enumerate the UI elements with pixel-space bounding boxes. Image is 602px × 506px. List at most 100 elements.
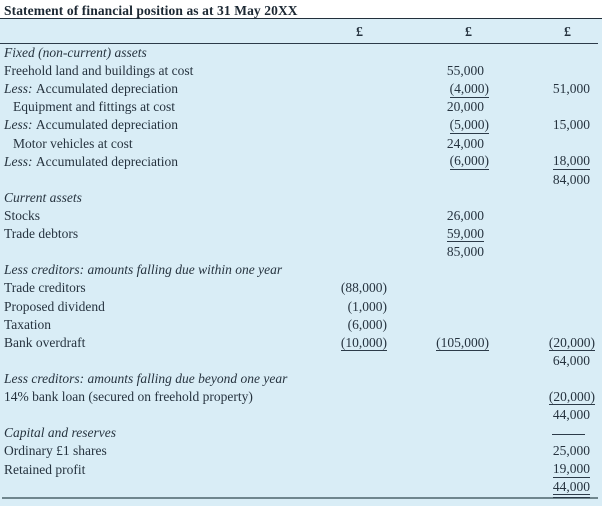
amount-c2: (4,000) (387, 81, 489, 98)
amount-c3: 51,000 (489, 81, 595, 97)
column-header-pound-1: £ (356, 25, 363, 40)
amount-c1: (6,000) (283, 317, 387, 333)
amount-c2: 55,000 (387, 63, 489, 79)
amount-c3: 84,000 (489, 172, 595, 188)
amount-value: 19,000 (552, 461, 590, 478)
column-header-pound-2: £ (465, 25, 472, 40)
amount-c3: 19,000 (489, 461, 595, 478)
amount-value: (88,000) (340, 280, 387, 296)
amount-value: (5,000) (449, 117, 489, 134)
table-row: Less creditors: amounts falling due with… (0, 261, 602, 279)
table-row: Bank overdraft (10,000) (105,000) (20,000) (0, 334, 602, 352)
row-label: Trade creditors (4, 280, 86, 296)
amount-c1: (10,000) (283, 335, 387, 352)
amount-c3: (20,000) (489, 335, 595, 352)
row-label: Less creditors: amounts falling due with… (4, 262, 283, 278)
amount-value: 85,000 (446, 244, 484, 260)
row-label: Bank overdraft (4, 334, 86, 350)
column-headers: £ £ £ (0, 19, 598, 44)
amount-c2: (105,000) (387, 335, 489, 352)
amount-c3: 15,000 (489, 117, 595, 133)
row-label: Capital and reserves (4, 425, 116, 441)
amount-c2: 59,000 (387, 226, 489, 243)
amount-value: (20,000) (548, 388, 595, 406)
amount-value: 26,000 (446, 208, 484, 224)
table-row: Less: Accumulated depreciation (6,000) 18,… (0, 153, 602, 171)
amount-value: 44,000 (552, 407, 590, 423)
amount-c1: (1,000) (283, 299, 387, 315)
page-title: Statement of financial position as at 31… (4, 3, 298, 18)
amount-value: (105,000) (436, 334, 489, 352)
table-row: Proposed dividend (1,000) (0, 298, 602, 316)
amount-value: 59,000 (446, 225, 484, 243)
table-bottom-rule (2, 496, 598, 500)
amount-c3: 18,000 (489, 153, 595, 170)
row-label: Current assets (4, 189, 82, 205)
table-row: Capital and reserves (0, 424, 602, 442)
row-label: Proposed dividend (4, 298, 105, 314)
amount-c3: 44,000 (489, 407, 595, 423)
amount-c3: 64,000 (489, 353, 595, 369)
row-label: Less: Accumulated depreciation (4, 81, 178, 97)
table-row: 44,000 (0, 406, 602, 424)
table-row: 84,000 (0, 171, 602, 189)
amount-value: 64,000 (552, 352, 590, 368)
amount-value: 25,000 (552, 443, 590, 459)
statement-rows: Fixed (non-current) assets Freehold land … (0, 44, 602, 499)
amount-value: 18,000 (552, 153, 590, 170)
table-row: Motor vehicles at cost 24,000 (0, 135, 602, 153)
table-row: Fixed (non-current) assets (0, 44, 602, 62)
table-row: Stocks 26,000 (0, 207, 602, 225)
amount-value: (1,000) (347, 298, 387, 314)
table-row: Trade debtors 59,000 (0, 225, 602, 243)
amount-value: (4,000) (449, 81, 489, 98)
row-label: Trade debtors (4, 226, 79, 242)
row-label: Freehold land and buildings at cost (4, 63, 194, 79)
row-label: Fixed (non-current) assets (4, 45, 147, 61)
column-header-pound-3: £ (564, 25, 571, 40)
amount-c3: 25,000 (489, 443, 595, 459)
amount-value: 84,000 (552, 171, 590, 187)
table-row: Taxation (6,000) (0, 316, 602, 334)
table-row: Less: Accumulated depreciation (4,000) 51,… (0, 80, 602, 98)
row-label: Taxation (4, 316, 52, 332)
amount-c2: (5,000) (387, 117, 489, 134)
amount-value: 24,000 (446, 135, 484, 151)
row-label: Ordinary £1 shares (4, 443, 107, 459)
amount-value: (20,000) (548, 334, 595, 352)
amount-value: (6,000) (347, 316, 387, 332)
row-label: Stocks (4, 208, 41, 224)
amount-value: (10,000) (340, 334, 387, 352)
table-row: 44,000 (0, 479, 602, 499)
table-row: Less: Accumulated depreciation (5,000) 15,… (0, 116, 602, 134)
table-row: Equipment and fittings at cost 20,000 (0, 98, 602, 116)
row-label: Less: Accumulated depreciation (4, 117, 178, 133)
table-row: 64,000 (0, 352, 602, 370)
table-row: Ordinary £1 shares 25,000 (0, 442, 602, 460)
row-label: Equipment and fittings at cost (13, 99, 175, 115)
amount-value: 20,000 (446, 99, 484, 115)
amount-value: 51,000 (552, 81, 590, 97)
empty-total-line (552, 434, 585, 436)
row-label: 14% bank loan (secured on freehold prope… (4, 389, 253, 405)
table-row: Less creditors: amounts falling due beyo… (0, 370, 602, 388)
table-row: 14% bank loan (secured on freehold prope… (0, 388, 602, 406)
amount-c2: 24,000 (387, 136, 489, 152)
amount-c2: (6,000) (387, 153, 489, 170)
table-row: 85,000 (0, 243, 602, 261)
amount-c3: 44,000 (489, 479, 595, 499)
amount-value: 44,000 (552, 479, 590, 499)
amount-c2: 85,000 (387, 244, 489, 260)
table-row: Retained profit 19,000 (0, 461, 602, 479)
amount-value: 15,000 (552, 117, 590, 133)
row-label: Retained profit (4, 461, 86, 477)
row-label: Motor vehicles at cost (13, 135, 133, 151)
amount-c2: 20,000 (387, 99, 489, 115)
amount-c2: 26,000 (387, 208, 489, 224)
financial-statement-table: £ £ £ Fixed (non-current) assets Freehold… (0, 19, 602, 506)
row-label: Less: Accumulated depreciation (4, 153, 178, 169)
amount-c1: (88,000) (283, 280, 387, 296)
table-row: Freehold land and buildings at cost 55,00… (0, 62, 602, 80)
table-row: Current assets (0, 189, 602, 207)
amount-value: 55,000 (446, 63, 484, 79)
